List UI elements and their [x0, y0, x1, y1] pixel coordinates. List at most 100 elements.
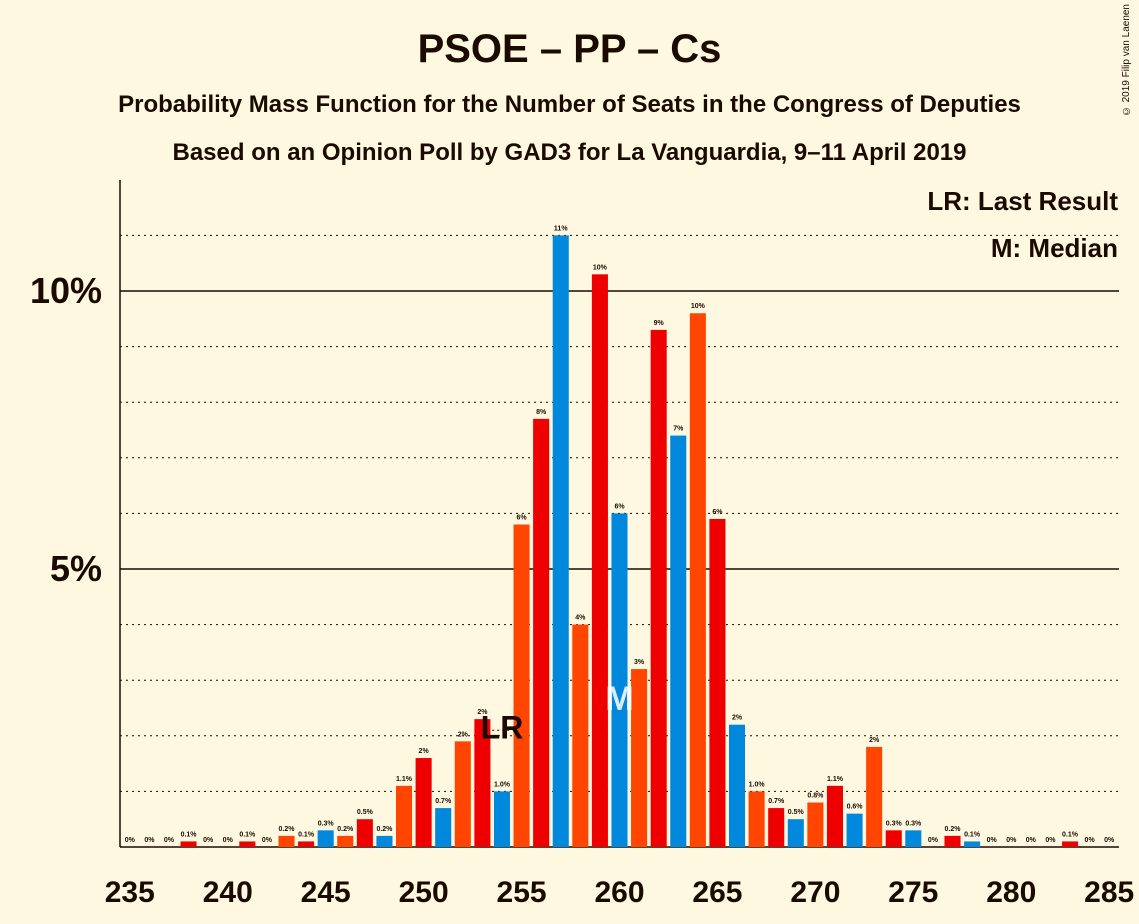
- bar: [807, 802, 824, 847]
- bar: [513, 524, 530, 847]
- bar: [298, 841, 315, 847]
- bar: [728, 724, 746, 847]
- bar-value-label: 2%: [732, 715, 743, 722]
- bar: [689, 313, 706, 847]
- bar-value-label: 0.7%: [768, 798, 785, 805]
- bar-value-label: 0%: [987, 837, 998, 844]
- bar: [435, 808, 452, 847]
- bar-value-label: 8%: [536, 409, 547, 416]
- chart-title: PSOE – PP – Cs: [417, 27, 722, 71]
- bar-value-label: 0.2%: [376, 826, 393, 833]
- bar: [572, 624, 589, 847]
- bar: [631, 669, 648, 847]
- bar-value-label: 3%: [634, 659, 645, 666]
- bar-value-label: 2%: [458, 731, 469, 738]
- bar-value-label: 2%: [419, 748, 430, 755]
- legend-last-result: LR: Last Result: [927, 186, 1118, 216]
- bar: [670, 435, 687, 847]
- bar-value-label: 6%: [516, 515, 527, 522]
- bar: [337, 835, 354, 847]
- bar-value-label: 9%: [654, 320, 665, 327]
- y-tick-label: 5%: [50, 548, 102, 589]
- bar-value-label: 0.5%: [357, 809, 374, 816]
- bar-value-label: 0.1%: [1062, 831, 1079, 838]
- bar-value-label: 0%: [1026, 837, 1037, 844]
- bar-value-label: 7%: [673, 426, 684, 433]
- x-tick-label: 240: [203, 876, 253, 909]
- chart-source: Based on an Opinion Poll by GAD3 for La …: [172, 139, 967, 166]
- bar-value-label: 0%: [125, 837, 136, 844]
- last-result-marker: LR: [481, 710, 524, 746]
- bar: [846, 813, 863, 847]
- x-tick-label: 265: [692, 876, 742, 909]
- x-tick-label: 285: [1084, 876, 1134, 909]
- bar-value-label: 0%: [1085, 837, 1096, 844]
- bar-value-label: 0%: [1104, 837, 1115, 844]
- bar: [317, 830, 334, 847]
- bar-value-label: 1.0%: [494, 781, 511, 788]
- bar: [787, 819, 804, 847]
- bar-value-label: 0.3%: [905, 820, 922, 827]
- bar-value-label: 0.1%: [298, 831, 315, 838]
- bar: [709, 518, 726, 847]
- bar-value-label: 0.1%: [239, 831, 256, 838]
- bar-value-label: 0%: [164, 837, 175, 844]
- bar: [885, 830, 902, 847]
- bar-value-label: 0%: [223, 837, 234, 844]
- bar: [591, 274, 608, 847]
- x-tick-label: 275: [888, 876, 938, 909]
- bar-value-label: 0.3%: [318, 820, 335, 827]
- y-tick-label: 10%: [30, 270, 102, 311]
- bar-value-label: 1.0%: [749, 781, 766, 788]
- x-tick-label: 250: [399, 876, 449, 909]
- x-tick-label: 260: [594, 876, 644, 909]
- bar-value-label: 0.3%: [886, 820, 903, 827]
- bar: [278, 835, 295, 847]
- bar-value-label: 0.2%: [279, 826, 296, 833]
- x-tick-label: 245: [301, 876, 351, 909]
- bar-value-label: 0.7%: [435, 798, 452, 805]
- bar-value-label: 0.1%: [964, 831, 981, 838]
- bar-value-label: 0%: [262, 837, 273, 844]
- bar: [944, 835, 961, 847]
- bar-value-label: 0%: [928, 837, 939, 844]
- bar: [356, 819, 373, 847]
- chart-subtitle: Probability Mass Function for the Number…: [118, 91, 1021, 118]
- bar-value-label: 0.6%: [847, 804, 864, 811]
- bar-value-label: 6%: [712, 509, 723, 516]
- bar-value-label: 0.8%: [807, 793, 824, 800]
- bar: [239, 841, 256, 847]
- bar-value-label: 1.1%: [827, 776, 844, 783]
- bar: [533, 418, 550, 847]
- bar-value-label: 0.5%: [788, 809, 805, 816]
- bar-value-label: 11%: [554, 225, 568, 232]
- bar-value-label: 0.1%: [181, 831, 198, 838]
- bar: [826, 785, 844, 847]
- bar-value-label: 0.2%: [945, 826, 962, 833]
- legend-median: M: Median: [991, 233, 1118, 263]
- bar: [1061, 841, 1079, 847]
- bar: [611, 513, 628, 847]
- bar: [768, 808, 785, 847]
- x-tick-label: 280: [986, 876, 1036, 909]
- bar: [650, 329, 667, 847]
- bar-value-label: 0%: [1006, 837, 1017, 844]
- bar-value-label: 4%: [575, 615, 586, 622]
- median-marker: M: [605, 680, 633, 718]
- bar: [866, 746, 883, 847]
- bar: [180, 841, 197, 847]
- bar-value-label: 0.2%: [337, 826, 354, 833]
- bar: [395, 785, 413, 847]
- bar-value-label: 2%: [477, 709, 488, 716]
- bar-value-label: 6%: [614, 503, 625, 510]
- x-tick-label: 255: [497, 876, 547, 909]
- bar: [552, 235, 569, 847]
- bar-value-label: 2%: [869, 737, 880, 744]
- bar: [376, 835, 393, 847]
- bar: [415, 758, 432, 847]
- bar-value-label: 0%: [1045, 837, 1056, 844]
- bar-value-label: 0%: [203, 837, 214, 844]
- bar-value-label: 10%: [593, 264, 608, 271]
- bar: [454, 741, 471, 847]
